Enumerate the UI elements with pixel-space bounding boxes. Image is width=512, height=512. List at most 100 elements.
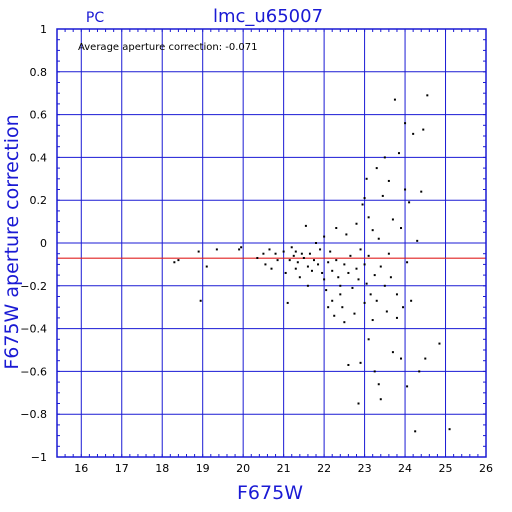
data-point: [395, 316, 398, 319]
data-point: [343, 263, 346, 266]
data-point: [393, 98, 396, 101]
y-tick-label: −1: [31, 451, 47, 464]
data-point: [308, 252, 311, 255]
data-point: [373, 274, 376, 277]
data-point: [404, 188, 407, 191]
data-point: [365, 282, 368, 285]
data-point: [331, 269, 334, 272]
x-tick-label: 25: [439, 462, 453, 475]
data-point: [416, 239, 419, 242]
chart-title: lmc_u65007: [213, 6, 323, 27]
y-tick-label: 0.2: [30, 194, 48, 207]
data-point: [262, 252, 265, 255]
data-point: [315, 242, 318, 244]
grid: [56, 28, 487, 458]
data-point: [329, 250, 332, 253]
data-point: [355, 267, 358, 270]
data-point: [312, 259, 315, 262]
x-tick-label: 21: [277, 462, 291, 475]
data-point: [238, 248, 241, 251]
data-point: [345, 233, 348, 236]
data-point: [383, 284, 386, 287]
data-point: [351, 286, 354, 289]
data-point: [363, 197, 366, 200]
chart-subtitle: PC: [86, 10, 104, 26]
x-tick-label: 23: [358, 462, 372, 475]
data-point: [347, 363, 350, 366]
data-point: [367, 216, 370, 219]
data-point: [371, 229, 374, 232]
data-point: [355, 222, 358, 225]
data-point: [402, 306, 405, 309]
data-point: [321, 271, 324, 274]
data-point: [363, 263, 366, 266]
data-point: [377, 237, 380, 240]
data-point: [298, 276, 301, 279]
data-point: [406, 385, 409, 388]
data-point: [377, 383, 380, 386]
data-point: [284, 271, 287, 274]
data-point: [414, 430, 417, 433]
data-point: [365, 177, 368, 180]
y-tick-label: −0.6: [20, 365, 47, 378]
data-point: [383, 156, 386, 159]
y-tick-label: 0.8: [30, 66, 48, 79]
data-point: [389, 276, 392, 279]
x-tick-label: 22: [317, 462, 331, 475]
data-point: [286, 301, 289, 304]
data-point: [215, 248, 218, 251]
data-point: [385, 310, 388, 313]
data-point: [406, 261, 409, 264]
x-axis-label: F675W: [237, 482, 303, 504]
data-point: [379, 265, 382, 268]
data-point: [197, 250, 200, 253]
data-point: [424, 357, 427, 360]
data-point: [361, 203, 364, 206]
data-point: [276, 259, 279, 262]
x-tick-label: 19: [196, 462, 210, 475]
data-point: [325, 289, 328, 292]
data-point: [294, 267, 297, 270]
data-point: [375, 299, 378, 302]
y-tick-label: 0: [40, 237, 47, 250]
data-point: [379, 398, 382, 401]
y-axis-label: F675W aperture correction: [1, 114, 23, 369]
data-point: [335, 227, 338, 230]
data-point: [341, 306, 344, 309]
data-point: [306, 265, 309, 268]
x-tick-label: 16: [74, 462, 88, 475]
data-point: [282, 250, 285, 253]
data-point: [400, 357, 403, 360]
data-point: [300, 252, 303, 255]
data-point: [371, 319, 374, 322]
data-point: [268, 248, 271, 251]
data-point: [369, 293, 372, 296]
data-point: [410, 299, 413, 302]
data-point: [337, 276, 340, 279]
data-point: [292, 254, 295, 257]
data-point: [395, 293, 398, 296]
x-tick-label: 18: [155, 462, 169, 475]
data-point: [363, 301, 366, 304]
data-point: [294, 250, 297, 253]
annotation-text: Average aperture correction: -0.071: [78, 42, 258, 53]
plot-frame: [56, 28, 487, 458]
data-point: [274, 252, 277, 255]
data-point: [205, 265, 208, 268]
data-point: [448, 428, 451, 431]
data-point: [331, 299, 334, 302]
data-point: [438, 342, 441, 345]
data-point: [347, 271, 350, 274]
tick-labels: 16 17 18 19 20 21 22 23 24 25 26 −1 −0.8 −0.6 −0.4 −0.2…: [20, 23, 493, 475]
data-point: [339, 293, 342, 296]
data-points: [173, 94, 451, 433]
data-point: [400, 227, 403, 230]
data-point: [426, 94, 429, 97]
data-point: [173, 261, 176, 264]
data-point: [343, 321, 346, 324]
y-tick-label: 0.4: [30, 151, 48, 164]
y-tick-label: −0.2: [20, 280, 47, 293]
data-point: [404, 122, 407, 125]
